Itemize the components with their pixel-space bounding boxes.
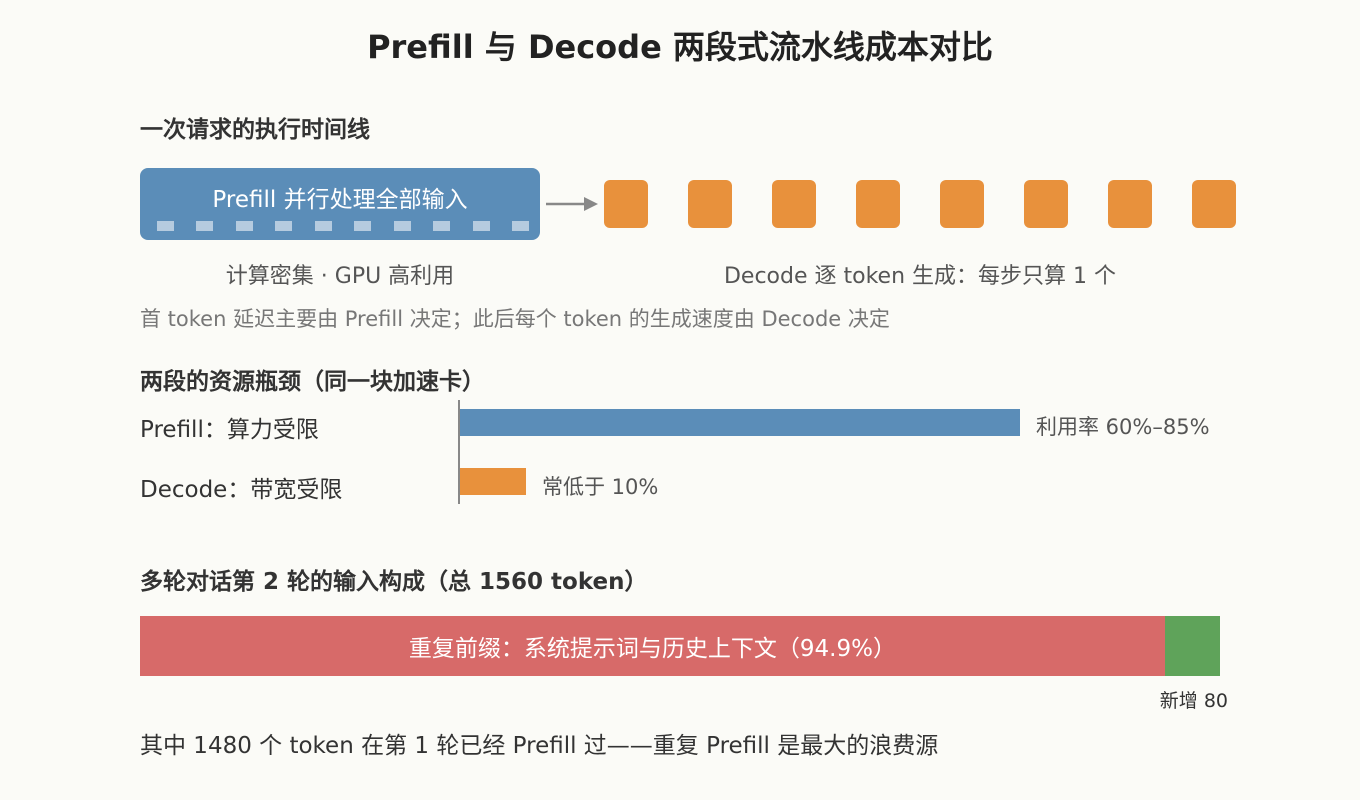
prefill-block-label: Prefill 并行处理全部输入 — [212, 187, 468, 213]
decode-token — [604, 180, 648, 228]
bottleneck-heading: 两段的资源瓶颈（同一块加速卡） — [140, 369, 485, 395]
parallel-mark — [511, 221, 529, 231]
repeated-prefix-segment: 重复前缀：系统提示词与历史上下文（94.9%） — [140, 616, 1165, 676]
prefill-utilization-bar — [460, 409, 1020, 436]
timeline-heading: 一次请求的执行时间线 — [140, 117, 370, 143]
decode-token — [1024, 180, 1068, 228]
parallel-mark — [157, 221, 174, 231]
parallel-mark — [196, 221, 214, 231]
prefill-block: Prefill 并行处理全部输入 — [140, 168, 540, 240]
timeline-note: 首 token 延迟主要由 Prefill 决定；此后每个 token 的生成速… — [140, 307, 890, 331]
decode-bottleneck-label: Decode：带宽受限 — [140, 477, 343, 503]
decode-utilization-note: 常低于 10% — [542, 475, 659, 499]
decode-token — [856, 180, 900, 228]
parallel-mark — [472, 221, 490, 231]
parallel-mark — [314, 221, 332, 231]
prefill-parallel-marks — [157, 221, 529, 231]
new-tokens-label: 新增 80 — [1159, 690, 1228, 712]
new-tokens-segment — [1164, 616, 1220, 676]
footer-note: 其中 1480 个 token 在第 1 轮已经 Prefill 过——重复 P… — [140, 733, 939, 759]
parallel-mark — [354, 221, 372, 231]
decode-caption: Decode 逐 token 生成：每步只算 1 个 — [723, 264, 1116, 289]
decode-token — [772, 180, 816, 228]
decode-token — [688, 180, 732, 228]
prefill-caption: 计算密集 · GPU 高利用 — [225, 264, 455, 289]
decode-utilization-bar — [460, 468, 526, 495]
input-composition-bar: 重复前缀：系统提示词与历史上下文（94.9%） — [140, 616, 1220, 676]
decode-token — [940, 180, 984, 228]
arrow-right-icon — [546, 197, 598, 211]
parallel-mark — [275, 221, 293, 231]
prefill-utilization-note: 利用率 60%–85% — [1036, 415, 1210, 439]
parallel-mark — [393, 221, 411, 231]
bar-axis — [458, 400, 460, 504]
parallel-mark — [433, 221, 451, 231]
parallel-mark — [235, 221, 253, 231]
page-title: Prefill 与 Decode 两段式流水线成本对比 — [367, 28, 993, 66]
prefill-bottleneck-label: Prefill：算力受限 — [140, 417, 319, 443]
repeated-prefix-label: 重复前缀：系统提示词与历史上下文（94.9%） — [408, 636, 896, 662]
decode-token — [1108, 180, 1152, 228]
decode-token — [1192, 180, 1236, 228]
composition-heading: 多轮对话第 2 轮的输入构成（总 1560 token） — [140, 569, 648, 595]
